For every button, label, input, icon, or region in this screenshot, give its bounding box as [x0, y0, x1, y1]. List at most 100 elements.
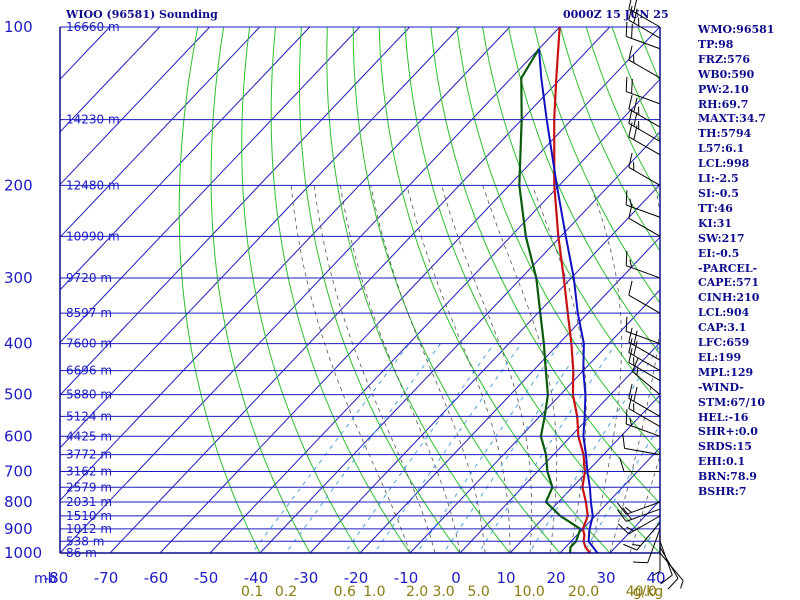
wind-barb	[625, 76, 661, 105]
moist-adiabat	[531, 185, 587, 554]
wind-barb	[623, 522, 661, 551]
wind-barb	[619, 457, 660, 473]
isotherm-line	[60, 27, 461, 449]
index-line: EHI:0.1	[698, 455, 746, 469]
wind-barb	[625, 21, 661, 50]
moist-adiabat	[406, 185, 511, 553]
height-tick-label: 4425 m	[66, 429, 112, 443]
mixing-ratio-line	[251, 343, 410, 554]
index-line: WB0:590	[698, 67, 755, 81]
index-line: CAPE:571	[698, 276, 759, 290]
index-line: HEL:-16	[698, 410, 749, 424]
temperature-tick-label: 40	[646, 569, 665, 587]
wind-barb	[628, 384, 661, 417]
wind-barb	[628, 5, 661, 39]
height-tick-label: 3772 m	[66, 448, 112, 462]
mixing-ratio-label: 10.0	[514, 584, 545, 600]
height-tick-label: 5124 m	[66, 409, 112, 423]
mixing-ratio-line	[285, 343, 441, 554]
dry-adiabat	[781, 3, 800, 564]
isotherm-line	[60, 27, 561, 554]
wind-barb	[625, 409, 661, 437]
wind-barb	[628, 394, 661, 428]
index-line: CAP:3.1	[698, 321, 747, 335]
dry-adiabat	[241, 27, 361, 554]
index-line: TH:5794	[698, 127, 752, 141]
height-tick-label: 5880 m	[66, 388, 112, 402]
wind-barb	[628, 280, 661, 314]
index-line: SRDS:15	[698, 440, 752, 454]
wind-barb	[633, 528, 661, 564]
mixing-ratio-label: 40.0	[626, 584, 657, 600]
isotherm-line	[60, 27, 161, 133]
index-line: -PARCEL-	[698, 261, 758, 275]
temperature-tick-label: -70	[94, 569, 119, 587]
index-line: SI:-0.5	[698, 186, 739, 200]
isotherm-line	[109, 27, 611, 554]
height-tick-label: 1510 m	[66, 509, 112, 523]
pressure-tick-label: 600	[4, 427, 33, 445]
index-line: LI:-2.5	[698, 172, 739, 186]
index-line: STM:67/10	[698, 395, 765, 409]
temperature-tick-label: 10	[496, 569, 515, 587]
isotherm-line	[60, 27, 311, 291]
index-line: EI:-0.5	[698, 246, 740, 260]
index-line: MAXT:34.7	[698, 112, 766, 126]
index-line: LFC:659	[698, 336, 750, 350]
height-tick-label: 6696 m	[66, 364, 112, 378]
pressure-tick-label: 200	[4, 176, 33, 194]
mixing-ratio-label: 20.0	[568, 584, 599, 600]
mixing-ratio-line	[343, 343, 495, 554]
mixing-ratio-line	[442, 343, 585, 554]
temperature-tick-label: -10	[394, 569, 419, 587]
height-tick-label: 86 m	[66, 546, 97, 560]
pressure-tick-label: 700	[4, 463, 33, 481]
isotherm-line	[159, 27, 660, 554]
isotherm-line	[60, 27, 261, 238]
temperature-tick-label: 30	[596, 569, 615, 587]
wind-barb	[628, 94, 661, 128]
index-line: WMO:96581	[698, 23, 775, 36]
temperature-tick-label: -50	[194, 569, 219, 587]
wind-barb	[628, 203, 661, 237]
index-line: KI:31	[698, 216, 733, 230]
wind-barb	[625, 190, 661, 218]
pressure-tick-label: 100	[4, 18, 33, 36]
mixing-ratio-label: 1.0	[363, 584, 385, 600]
height-tick-label: 2579 m	[66, 480, 112, 494]
wind-barb	[659, 541, 673, 585]
temperature-tick-label: -40	[244, 569, 269, 587]
moist-adiabat	[482, 185, 558, 554]
moist-adiabat	[629, 454, 660, 554]
index-line: -WIND-	[698, 380, 744, 394]
wind-barb	[628, 0, 661, 28]
temperature-tick-label: -60	[144, 569, 169, 587]
index-line: TP:98	[698, 37, 734, 51]
isotherm-line	[259, 131, 660, 554]
moist-adiabat	[609, 185, 660, 554]
mixing-ratio-line	[416, 343, 561, 554]
index-line: L57:6.1	[698, 142, 745, 156]
pressure-tick-label: 900	[4, 520, 33, 538]
index-line: SW:217	[698, 231, 745, 245]
index-line: CINH:210	[698, 291, 760, 305]
wind-barb	[628, 348, 661, 381]
index-line: BSHR:7	[698, 485, 747, 499]
mixing-ratio-label: 0.2	[275, 584, 297, 600]
moist-adiabat	[313, 185, 436, 554]
height-tick-label: 9720 m	[66, 271, 112, 285]
index-line: TT:46	[698, 201, 733, 215]
wind-barb	[628, 45, 661, 79]
temperature-tick-label: -20	[344, 569, 369, 587]
isotherm-line	[209, 78, 660, 554]
isotherm-line	[60, 27, 511, 502]
chart-title: WIOO (96581) Sounding	[66, 8, 218, 21]
mixing-ratio-label: 2.0	[406, 584, 428, 600]
height-tick-label: 14230 m	[66, 113, 120, 127]
wind-barb	[622, 433, 661, 456]
dewpoint-profile	[518, 48, 582, 554]
mixing-ratio-line	[477, 343, 616, 554]
pressure-axis-label: mb	[34, 571, 57, 587]
mixing-ratio-label: 5.0	[467, 584, 489, 600]
wind-barb	[616, 501, 661, 515]
